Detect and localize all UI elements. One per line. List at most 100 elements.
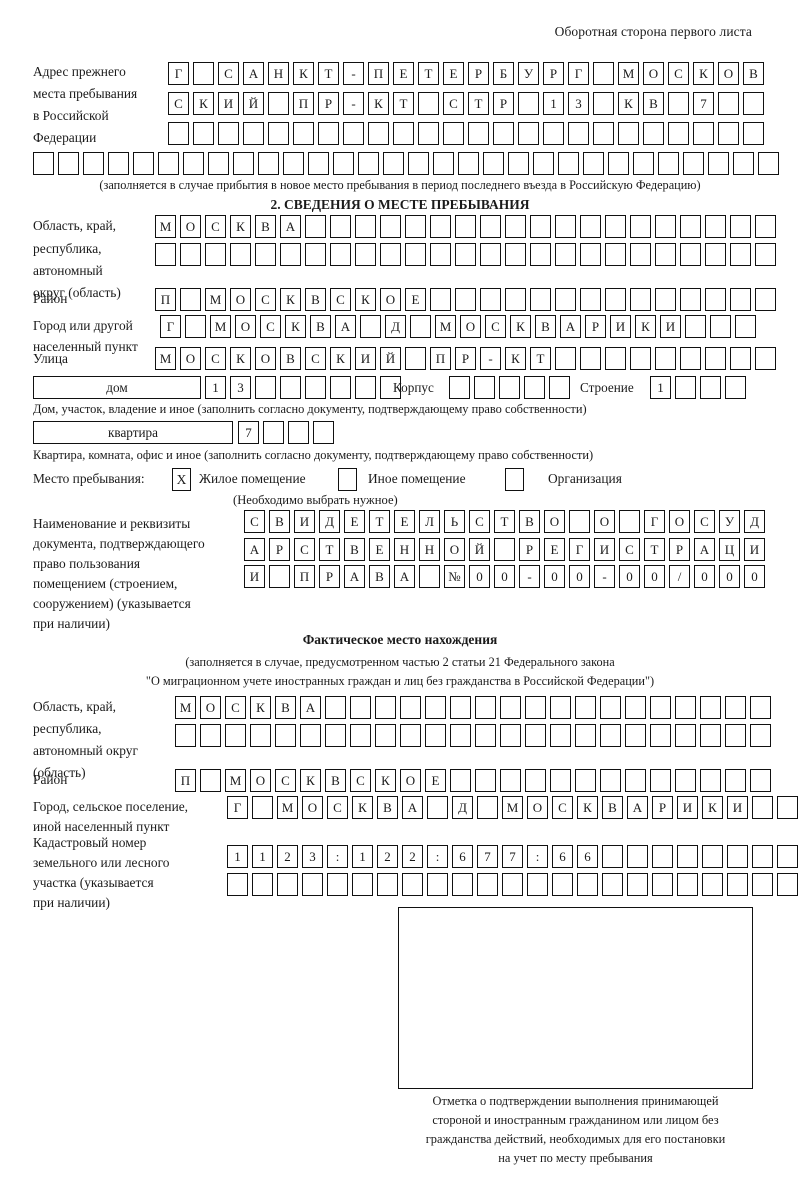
actual-city-row-cell-10[interactable]: Д	[452, 796, 473, 819]
actual-region-row-1-cell-14[interactable]	[500, 696, 521, 719]
prev-address-row-1-cell-18[interactable]	[593, 62, 614, 85]
korpus-cells[interactable]	[449, 376, 570, 399]
actual-region-row-1-cell-16[interactable]	[550, 696, 571, 719]
region-row-1-cell-6[interactable]: А	[280, 215, 301, 238]
street-row-cell-23[interactable]	[705, 347, 726, 370]
prev-address-row-1-cell-12[interactable]: Е	[443, 62, 464, 85]
cadastral-row-1-cell-17[interactable]	[627, 845, 648, 868]
actual-city-row-cell-22[interactable]	[752, 796, 773, 819]
region-row-2-cell-5[interactable]	[255, 243, 276, 266]
prev-address-row-2-cell-12[interactable]: С	[443, 92, 464, 115]
prev-address-row-3-cell-6[interactable]	[293, 122, 314, 145]
prev-address-row-4-cell-21[interactable]	[533, 152, 554, 175]
actual-district-row-cell-3[interactable]: М	[225, 769, 246, 792]
stay-type-checkbox-other[interactable]	[338, 468, 357, 491]
prev-address-row-4-cell-7[interactable]	[183, 152, 204, 175]
region-row-2-cell-19[interactable]	[605, 243, 626, 266]
actual-region-row-1-cell-3[interactable]: С	[225, 696, 246, 719]
document-row-3-cell-19[interactable]: 0	[694, 565, 715, 588]
prev-address-row-3-cell-2[interactable]	[193, 122, 214, 145]
actual-city-row-cell-9[interactable]	[427, 796, 448, 819]
actual-region-row-1-cell-2[interactable]: О	[200, 696, 221, 719]
prev-address-row-2-cell-17[interactable]: 3	[568, 92, 589, 115]
stroenie-cells-cell-2[interactable]	[675, 376, 696, 399]
korpus-cells-cell-1[interactable]	[449, 376, 470, 399]
document-row-2-cell-6[interactable]: Е	[369, 538, 390, 561]
cadastral-row-1-cell-6[interactable]: 1	[352, 845, 373, 868]
district-row-cell-24[interactable]	[730, 288, 751, 311]
cadastral-row-1-cell-4[interactable]: 3	[302, 845, 323, 868]
actual-region-row-2-cell-16[interactable]	[550, 724, 571, 747]
prev-address-row-3-cell-24[interactable]	[743, 122, 764, 145]
cadastral-row-2-cell-4[interactable]	[302, 873, 323, 896]
prev-address-row-4-cell-22[interactable]	[558, 152, 579, 175]
flat-cells-cell-1[interactable]: 7	[238, 421, 259, 444]
cadastral-row-2-cell-14[interactable]	[552, 873, 573, 896]
document-row-1-cell-17[interactable]: Г	[644, 510, 665, 533]
house-cells-cell-5[interactable]	[305, 376, 326, 399]
actual-region-row-2-cell-9[interactable]	[375, 724, 396, 747]
district-row-cell-5[interactable]: С	[255, 288, 276, 311]
cadastral-row-1-cell-5[interactable]: :	[327, 845, 348, 868]
flat-cells[interactable]: 7	[238, 421, 334, 444]
actual-city-row-cell-20[interactable]: К	[702, 796, 723, 819]
prev-address-row-2-cell-16[interactable]: 1	[543, 92, 564, 115]
document-row-3-cell-14[interactable]: 0	[569, 565, 590, 588]
prev-address-row-3-cell-10[interactable]	[393, 122, 414, 145]
street-row-cell-6[interactable]: В	[280, 347, 301, 370]
city-row-cell-21[interactable]: И	[660, 315, 681, 338]
prev-address-row-2-cell-4[interactable]: Й	[243, 92, 264, 115]
district-row-cell-2[interactable]	[180, 288, 201, 311]
district-row-cell-21[interactable]	[655, 288, 676, 311]
prev-address-row-4-cell-11[interactable]	[283, 152, 304, 175]
street-row-cell-11[interactable]	[405, 347, 426, 370]
document-row-2-cell-11[interactable]	[494, 538, 515, 561]
actual-region-row-1-cell-24[interactable]	[750, 696, 771, 719]
cadastral-row-1-cell-1[interactable]: 1	[227, 845, 248, 868]
prev-address-row-4-cell-5[interactable]	[133, 152, 154, 175]
prev-address-row-3-cell-15[interactable]	[518, 122, 539, 145]
region-row-2-cell-17[interactable]	[555, 243, 576, 266]
city-row-cell-20[interactable]: К	[635, 315, 656, 338]
street-row-cell-16[interactable]: Т	[530, 347, 551, 370]
actual-district-row-cell-7[interactable]: В	[325, 769, 346, 792]
region-row-2-cell-10[interactable]	[380, 243, 401, 266]
prev-address-row-2-cell-6[interactable]: П	[293, 92, 314, 115]
prev-address-row-3-cell-3[interactable]	[218, 122, 239, 145]
region-row-2-cell-23[interactable]	[705, 243, 726, 266]
region-row-2-cell-6[interactable]	[280, 243, 301, 266]
street-row-cell-20[interactable]	[630, 347, 651, 370]
prev-address-row-4-cell-19[interactable]	[483, 152, 504, 175]
region-row-2-cell-15[interactable]	[505, 243, 526, 266]
region-row-2-cell-14[interactable]	[480, 243, 501, 266]
document-row-1-cell-21[interactable]: Д	[744, 510, 765, 533]
cadastral-row-1-cell-7[interactable]: 2	[377, 845, 398, 868]
document-row-2-cell-5[interactable]: В	[344, 538, 365, 561]
prev-address-row-3[interactable]	[168, 122, 764, 145]
actual-district-row-cell-11[interactable]: Е	[425, 769, 446, 792]
prev-address-row-4[interactable]	[33, 152, 779, 175]
region-row-1-cell-14[interactable]	[480, 215, 501, 238]
cadastral-row-2-cell-5[interactable]	[327, 873, 348, 896]
city-row-cell-24[interactable]	[735, 315, 756, 338]
prev-address-row-2-cell-3[interactable]: И	[218, 92, 239, 115]
actual-region-row-2-cell-1[interactable]	[175, 724, 196, 747]
region-row-1-cell-12[interactable]	[430, 215, 451, 238]
actual-district-row-cell-15[interactable]	[525, 769, 546, 792]
prev-address-row-1-cell-9[interactable]: П	[368, 62, 389, 85]
prev-address-row-3-cell-17[interactable]	[568, 122, 589, 145]
document-row-2-cell-13[interactable]: Е	[544, 538, 565, 561]
city-row-cell-6[interactable]: К	[285, 315, 306, 338]
actual-district-row-cell-10[interactable]: О	[400, 769, 421, 792]
prev-address-row-2-cell-19[interactable]: К	[618, 92, 639, 115]
actual-region-row-1-cell-18[interactable]	[600, 696, 621, 719]
region-row-2-cell-25[interactable]	[755, 243, 776, 266]
cadastral-row-1-cell-11[interactable]: 7	[477, 845, 498, 868]
stroenie-cells[interactable]: 1	[650, 376, 746, 399]
document-row-2-cell-14[interactable]: Г	[569, 538, 590, 561]
